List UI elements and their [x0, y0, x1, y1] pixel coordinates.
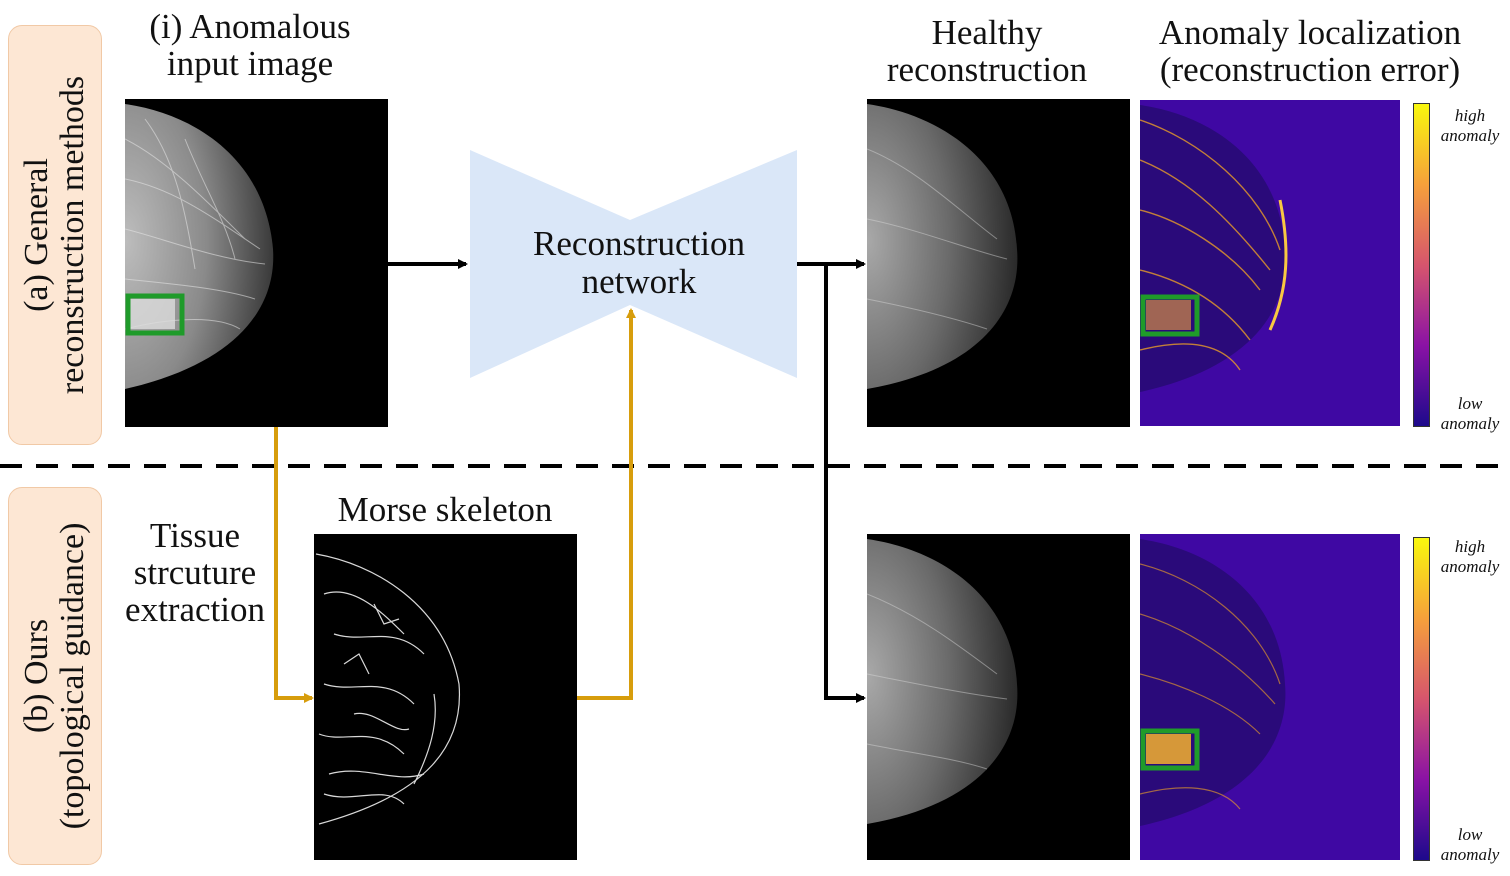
anomaly-heatmap-top: [1140, 100, 1400, 426]
cb-bottom-high-1: high: [1454, 537, 1486, 556]
morse-skeleton-image: [314, 534, 577, 860]
reconstruction-network-shape: [470, 150, 797, 378]
reconstruction-network-label: Reconstruction network: [500, 225, 778, 301]
anomaly-localization-title: Anomaly localization (reconstruction err…: [1130, 14, 1490, 88]
general-methods-panel: (a) General reconstruction methods: [8, 25, 102, 445]
cb-top-high-2: anomaly: [1440, 126, 1500, 145]
network-label-line1: Reconstruction: [533, 224, 745, 263]
colorbar-bottom: [1413, 537, 1430, 861]
input-title-line2: input image: [166, 44, 334, 83]
colorbar-top-high-label: high anomaly: [1430, 106, 1510, 146]
network-label-line2: network: [581, 262, 697, 301]
extraction-line3: extraction: [125, 590, 265, 629]
cb-top-low-1: low: [1457, 394, 1483, 413]
cb-top-high-1: high: [1454, 106, 1486, 125]
extraction-arrow: [274, 427, 314, 703]
extraction-line2: strcuture: [133, 553, 257, 592]
anomalous-input-image: [125, 99, 388, 427]
skeleton-guidance-arrow: [577, 308, 636, 700]
recon-title-line2: reconstruction: [886, 50, 1088, 89]
colorbar-top-low-label: low anomaly: [1430, 394, 1510, 434]
healthy-reconstruction-top: [867, 99, 1130, 427]
colorbar-top: [1413, 103, 1430, 427]
colorbar-bottom-low-label: low anomaly: [1430, 825, 1510, 865]
loc-title-line1: Anomaly localization: [1158, 13, 1462, 52]
network-to-recon-bottom-arrow: [824, 264, 866, 703]
cb-bottom-low-2: anomaly: [1440, 845, 1500, 864]
colorbar-bottom-high-label: high anomaly: [1430, 537, 1510, 577]
healthy-reconstruction-title: Healthy reconstruction: [862, 14, 1112, 88]
tissue-extraction-label: Tissue strcuture extraction: [110, 517, 280, 628]
loc-title-line2: (reconstruction error): [1159, 50, 1461, 89]
cb-top-low-2: anomaly: [1440, 414, 1500, 433]
cb-bottom-low-1: low: [1457, 825, 1483, 844]
input-title-line1: (i) Anomalous: [149, 7, 351, 46]
recon-title-line1: Healthy: [931, 13, 1043, 52]
morse-skeleton-title: Morse skeleton: [337, 490, 553, 529]
anomaly-box: [125, 293, 185, 336]
extraction-line1: Tissue: [149, 516, 241, 555]
cb-bottom-high-2: anomaly: [1440, 557, 1500, 576]
input-image-title: (i) Anomalous input image: [120, 8, 380, 82]
healthy-reconstruction-bottom: [867, 534, 1130, 860]
ours-panel: (b) Ours (topological guidance): [8, 487, 102, 865]
anomaly-heatmap-bottom: [1140, 534, 1400, 860]
